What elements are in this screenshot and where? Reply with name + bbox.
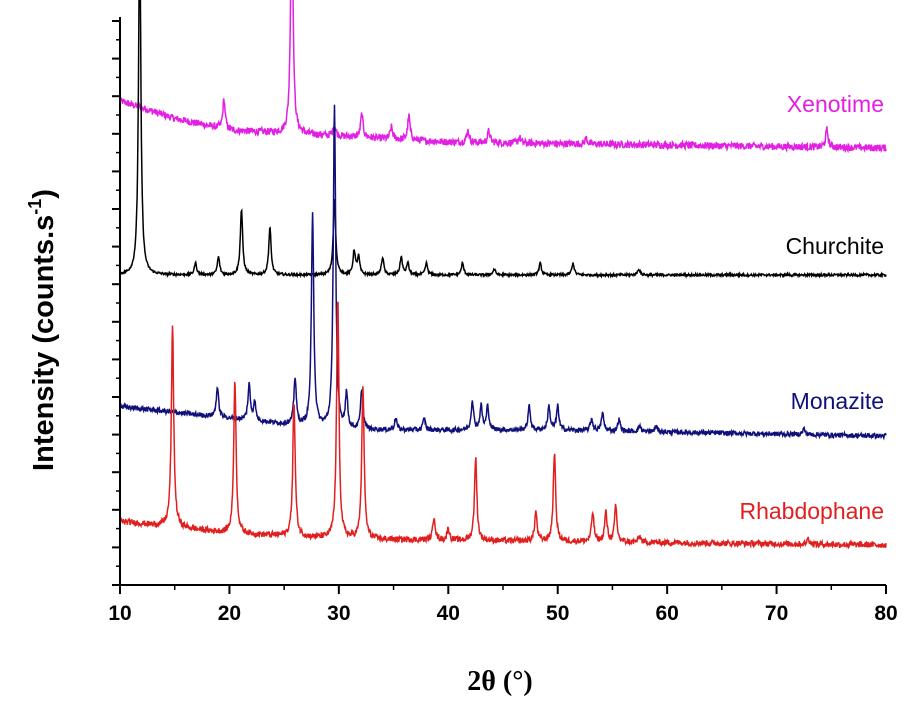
- series-line-monazite: [119, 104, 887, 441]
- axes: 10 20 30 40 50 60 70 80: [108, 17, 898, 625]
- y-axis-label-superscript: -1: [25, 199, 45, 215]
- y-axis-label-close: ): [28, 189, 60, 199]
- series-label-xenotime: Xenotime: [787, 91, 884, 117]
- y-axis-label: Intensity (counts.s-1): [25, 189, 60, 471]
- x-tick-label: 10: [108, 602, 131, 625]
- series-label-rhabdophane: Rhabdophane: [739, 498, 884, 524]
- x-tick-label: 20: [218, 602, 241, 625]
- series-curves: [119, 0, 887, 550]
- x-tick-label: 50: [546, 602, 569, 625]
- series-label-monazite: Monazite: [791, 388, 884, 414]
- y-axis-label-main: Intensity (counts.s: [28, 215, 60, 471]
- series-labels: Xenotime Churchite Monazite Rhabdophane: [739, 91, 884, 524]
- series-label-churchite: Churchite: [786, 233, 884, 259]
- series-line-churchite: [119, 0, 887, 279]
- x-tick-label: 60: [655, 602, 678, 625]
- x-tick-label: 40: [437, 602, 460, 625]
- x-axis-label: 2θ (°): [467, 666, 532, 697]
- x-tick-label: 70: [765, 602, 788, 625]
- x-tick-label: 30: [327, 602, 350, 625]
- x-tick-label: 80: [874, 602, 897, 625]
- series-line-xenotime: [119, 0, 887, 154]
- series-line-rhabdophane: [119, 301, 887, 550]
